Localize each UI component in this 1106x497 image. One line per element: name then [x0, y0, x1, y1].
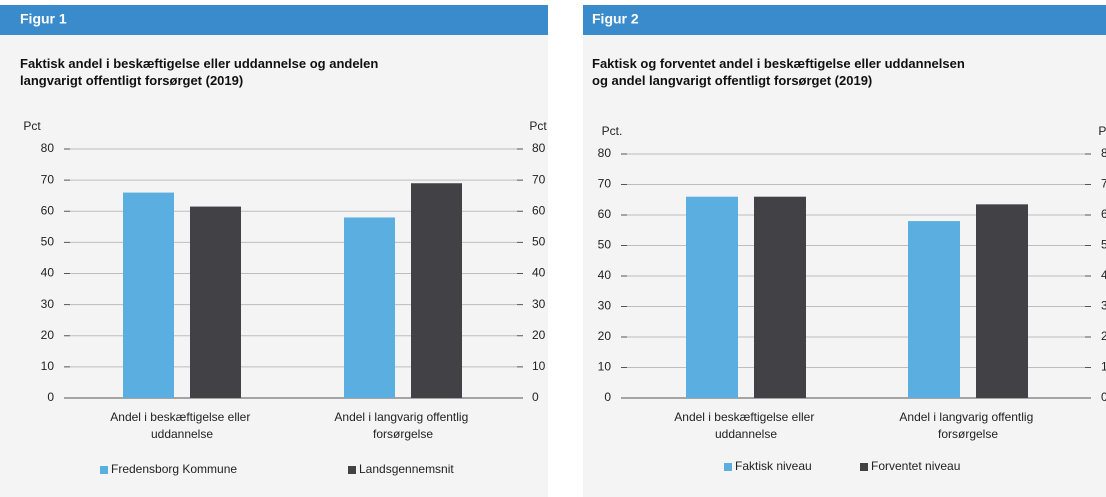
y-tick-label: 0: [604, 390, 611, 404]
y2-axis-label: Pct: [1098, 124, 1106, 138]
y2-tick-label: 20: [1101, 329, 1106, 343]
figure-label: Figur 1: [20, 11, 67, 27]
y-axis-label: Pct: [23, 119, 41, 133]
figure-header: [583, 5, 1106, 35]
legend-label: Landsgennemsnit: [359, 462, 454, 476]
legend-label: Forventet niveau: [871, 459, 960, 473]
y2-tick-label: 0: [532, 390, 539, 404]
y-tick-label: 30: [41, 297, 55, 311]
y-tick-label: 0: [47, 390, 54, 404]
y2-axis-label: Pct: [529, 119, 547, 133]
y-tick-label: 40: [41, 266, 55, 280]
y-axis-label: Pct.: [602, 124, 623, 138]
y2-tick-label: 10: [1101, 360, 1106, 374]
y-tick-label: 10: [598, 360, 612, 374]
y2-tick-label: 30: [1101, 299, 1106, 313]
y2-tick-label: 60: [1101, 207, 1106, 221]
chart-title: Faktisk andel i beskæftigelse eller udda…: [20, 56, 382, 88]
legend-swatch: [860, 463, 868, 471]
bar: [190, 206, 241, 398]
y2-tick-label: 10: [532, 359, 546, 373]
y2-tick-label: 50: [532, 235, 546, 249]
y-tick-label: 70: [41, 172, 55, 186]
legend-swatch: [724, 463, 732, 471]
figure-header: [0, 5, 548, 35]
y2-tick-label: 80: [532, 141, 546, 155]
x-tick-label: Andel i beskæftigelse eller uddannelse: [110, 410, 253, 441]
y-tick-label: 10: [41, 359, 55, 373]
x-tick-label: Andel i langvarig offentlig forsørgelse: [899, 410, 1036, 441]
legend-label: Fredensborg Kommune: [111, 462, 237, 476]
bar: [411, 183, 462, 398]
y2-tick-label: 80: [1101, 146, 1106, 160]
legend-swatch: [348, 466, 356, 474]
y2-tick-label: 50: [1101, 238, 1106, 252]
y2-tick-label: 40: [1101, 268, 1106, 282]
bar: [123, 192, 174, 398]
bar: [754, 196, 806, 398]
legend-swatch: [100, 466, 108, 474]
x-tick-label: Andel i langvarig offentlig forsørgelse: [334, 410, 471, 441]
y-tick-label: 80: [598, 146, 612, 160]
bar: [344, 217, 395, 398]
x-tick-label: Andel i beskæftigelse eller uddannelse: [674, 410, 817, 441]
legend-label: Faktisk niveau: [735, 459, 812, 473]
y2-tick-label: 0: [1101, 390, 1106, 404]
y-tick-label: 60: [41, 203, 55, 217]
bar: [976, 204, 1028, 398]
y-tick-label: 50: [41, 235, 55, 249]
y-tick-label: 50: [598, 238, 612, 252]
y2-tick-label: 20: [532, 328, 546, 342]
y-tick-label: 80: [41, 141, 55, 155]
chart-title: Faktisk og forventet andel i beskæftigel…: [592, 56, 968, 88]
bar: [686, 196, 738, 398]
figure-label: Figur 2: [592, 11, 639, 27]
y2-tick-label: 60: [532, 203, 546, 217]
y2-tick-label: 30: [532, 297, 546, 311]
y-tick-label: 20: [41, 328, 55, 342]
y-tick-label: 20: [598, 329, 612, 343]
y2-tick-label: 40: [532, 266, 546, 280]
y2-tick-label: 70: [532, 172, 546, 186]
bar: [908, 221, 960, 398]
y-tick-label: 70: [598, 177, 612, 191]
y-tick-label: 40: [598, 268, 612, 282]
y-tick-label: 60: [598, 207, 612, 221]
y2-tick-label: 70: [1101, 177, 1106, 191]
y-tick-label: 30: [598, 299, 612, 313]
